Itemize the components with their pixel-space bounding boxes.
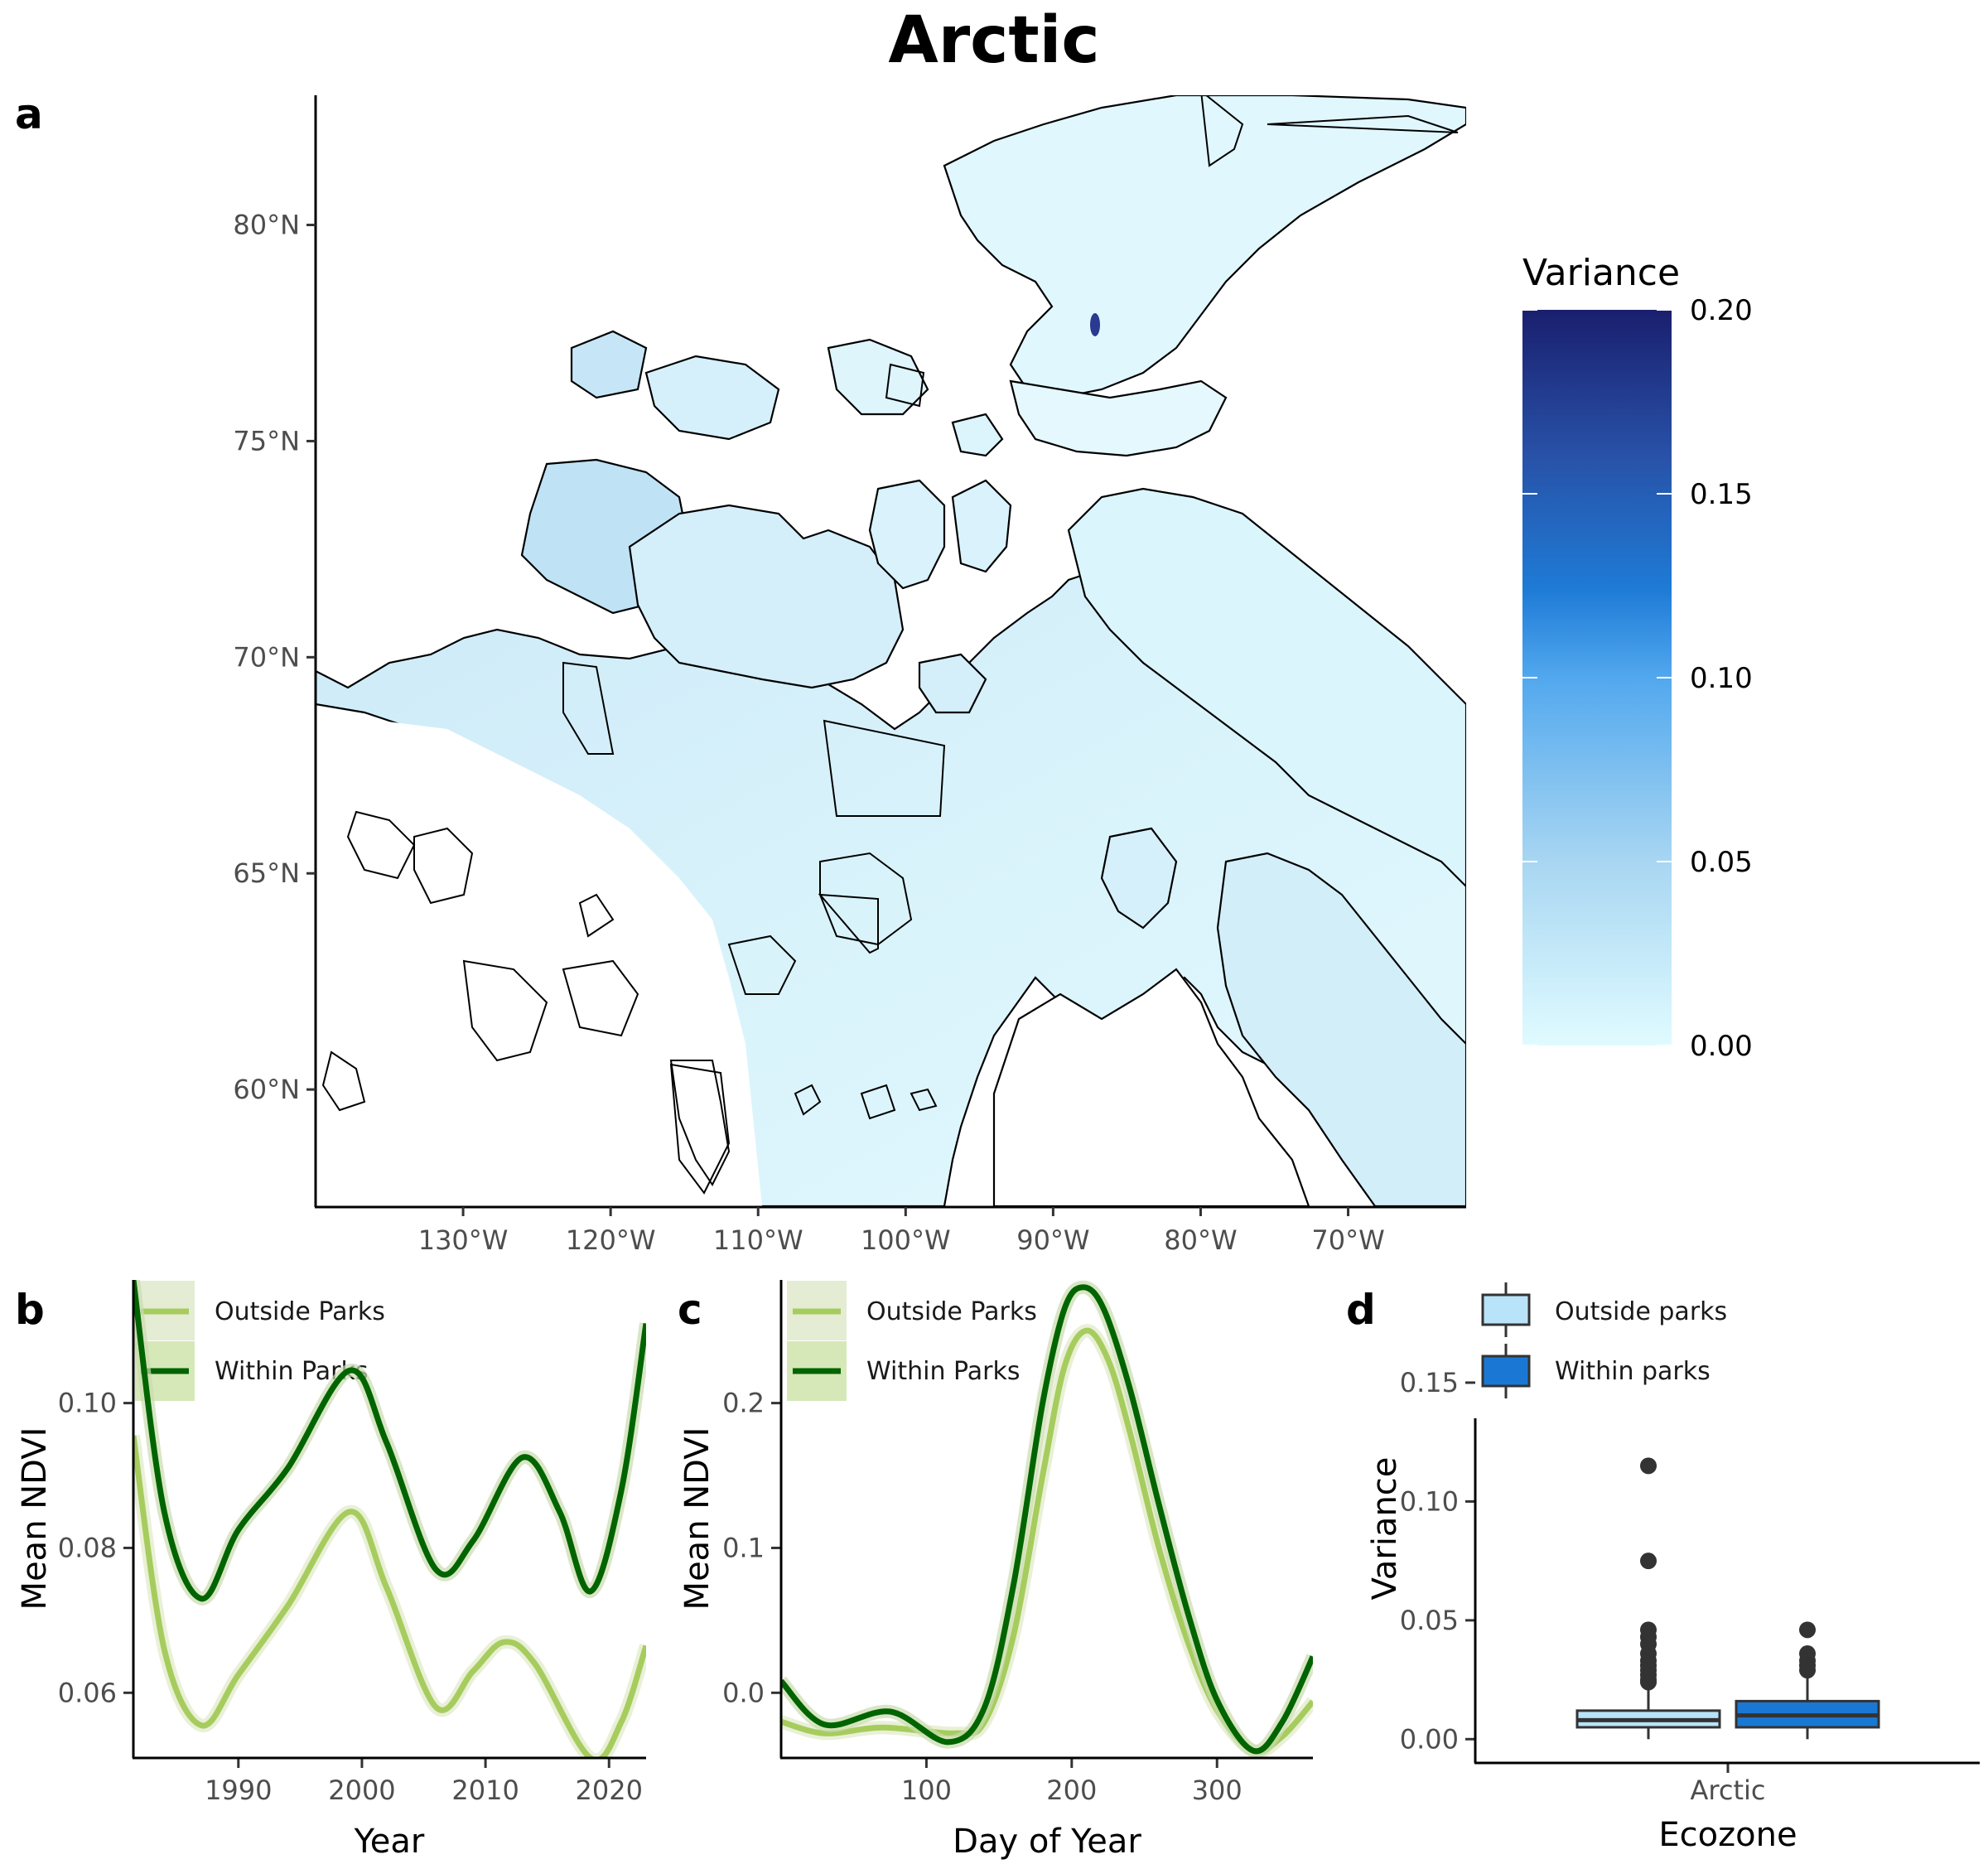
- cornwallis-island: [951, 413, 1004, 457]
- legend-d-within-swatch: [1481, 1355, 1531, 1388]
- map-y-tick-label: 70°N: [233, 641, 300, 673]
- box-outside-outlier: [1640, 1457, 1657, 1475]
- colorbar-ticks: 0.00 0.05 0.10 0.15 0.20: [1522, 294, 1753, 1063]
- panel-label-a: a: [15, 90, 43, 138]
- map-y-tick-label: 65°N: [233, 857, 300, 889]
- colorbar-tick-label: 0.20: [1690, 294, 1753, 327]
- map-y-tick-label: 60°N: [233, 1074, 300, 1105]
- panel-b-ribbon-within: [133, 1280, 646, 1606]
- panel-a-map: 130°W 120°W 110°W 100°W 90°W 80°W 70°W 60°N 65°…: [233, 95, 1753, 1256]
- panel-b-y-label: Mean NDVI: [16, 1427, 54, 1610]
- panel-d-y-tick-label: 0.00: [1400, 1723, 1459, 1755]
- legend-d-outside-label: Outside parks: [1555, 1297, 1727, 1326]
- colorbar-title: Variance: [1522, 252, 1680, 294]
- box-outside-outlier: [1640, 1673, 1657, 1691]
- legend-b-outside-label: Outside Parks: [215, 1297, 385, 1326]
- panel-d-y-tick-label: 0.15: [1400, 1367, 1459, 1398]
- map-x-tick-label: 90°W: [1016, 1224, 1089, 1256]
- hudson-bay: [992, 968, 1310, 1206]
- high-variance-spot: [1090, 313, 1100, 336]
- panel-c-x-tick-label: 200: [1046, 1775, 1097, 1806]
- victoria-island: [628, 504, 905, 689]
- legend-d-within-label: Within parks: [1555, 1357, 1711, 1386]
- legend-c-within-label: Within Parks: [866, 1357, 1020, 1386]
- panel-d-y-label: Variance: [1366, 1457, 1404, 1601]
- colorbar: [1522, 310, 1672, 1045]
- panel-d-category-tick: Arctic: [1691, 1775, 1766, 1806]
- colorbar-tick-label: 0.05: [1690, 846, 1753, 879]
- panel-b-x-tick-label: 2010: [451, 1775, 519, 1806]
- prince-of-wales-island: [868, 479, 946, 590]
- panel-d-boxplot: Outside parks Within parks 0.000.050.100…: [1366, 1282, 1980, 1854]
- box-outside-outlier: [1640, 1553, 1657, 1570]
- map-x-ticks: 130°W 120°W 110°W 100°W 90°W 80°W 70°W: [418, 1207, 1385, 1256]
- panel-b-y-tick-label: 0.10: [58, 1388, 117, 1419]
- panel-d-plot: 0.00 0.05 0.10 0.15: [1400, 1367, 1880, 1773]
- bathurst-island: [827, 338, 929, 416]
- panel-b-x-tick-label: 2020: [576, 1775, 643, 1806]
- panel-c-y-tick-label: 0.2: [722, 1388, 765, 1419]
- panel-b-x-tick-label: 1990: [205, 1775, 272, 1806]
- map-x-tick-label: 80°W: [1164, 1224, 1237, 1256]
- baffin-island: [1067, 487, 1466, 888]
- map-x-tick-label: 110°W: [713, 1224, 803, 1256]
- melville-island: [644, 355, 780, 441]
- panel-c-x-label: Day of Year: [953, 1823, 1141, 1861]
- colorbar-tick-label: 0.10: [1690, 662, 1753, 695]
- panel-b-line-outside-parks: [133, 1435, 646, 1758]
- panel-b-year-chart: Outside Parks Within Parks 1990 2000 2010 2…: [16, 1280, 646, 1861]
- box-within-outlier: [1799, 1621, 1816, 1639]
- map-y-tick-label: 80°N: [233, 210, 300, 241]
- prince-patrick-island: [570, 330, 648, 399]
- park-boundaries: [562, 95, 1459, 1195]
- devon-island: [1009, 379, 1228, 457]
- map-x-tick-label: 120°W: [566, 1224, 656, 1256]
- box-within-outlier: [1799, 1662, 1816, 1679]
- legend-d-outside-swatch: [1481, 1293, 1531, 1326]
- panel-c-y-tick-label: 0.0: [722, 1677, 765, 1708]
- ungava-peninsula: [1216, 852, 1466, 1206]
- no-data-region: [316, 721, 762, 1206]
- figure-title: Arctic: [888, 3, 1099, 78]
- panel-c-ribbon-within: [781, 1280, 1313, 1758]
- panel-b-x-tick-label: 2000: [328, 1775, 395, 1806]
- map-y-tick-label: 75°N: [233, 425, 300, 456]
- somerset-island: [951, 479, 1012, 573]
- panel-label-d: d: [1346, 1286, 1376, 1334]
- panel-c-x-tick-label: 100: [901, 1775, 952, 1806]
- panel-c-line-within-parks: [781, 1284, 1313, 1755]
- panel-b-plot: 1990 2000 2010 2020 0.06 0.08 0.10: [58, 1280, 646, 1806]
- panel-d-x-label: Ecozone: [1658, 1816, 1797, 1854]
- panel-c-doy-chart: Outside Parks Within Parks 100 200 300 0.0 0…: [678, 1280, 1313, 1861]
- colorbar-tick-label: 0.00: [1690, 1030, 1753, 1063]
- king-william-island: [918, 653, 987, 714]
- map-y-ticks: 60°N 65°N 70°N 75°N 80°N: [233, 210, 316, 1105]
- legend-c-outside-label: Outside Parks: [866, 1297, 1037, 1326]
- panel-d-y-tick-label: 0.10: [1400, 1485, 1459, 1517]
- panel-label-b: b: [15, 1286, 45, 1334]
- map-x-tick-label: 100°W: [861, 1224, 951, 1256]
- panel-b-y-tick-label: 0.06: [58, 1677, 117, 1708]
- panel-c-x-tick-label: 300: [1192, 1775, 1242, 1806]
- panel-c-y-label: Mean NDVI: [678, 1427, 717, 1610]
- map-x-tick-label: 130°W: [418, 1224, 509, 1256]
- arctic-islands: [520, 95, 1466, 1206]
- ellesmere-island: [943, 95, 1466, 399]
- panel-b-x-label: Year: [354, 1823, 425, 1861]
- map-x-tick-label: 70°W: [1311, 1224, 1384, 1256]
- southampton-island: [1100, 827, 1178, 930]
- panel-b-y-tick-label: 0.08: [58, 1532, 117, 1563]
- panel-d-y-tick-label: 0.05: [1400, 1605, 1459, 1636]
- south-lakes: [321, 810, 938, 1186]
- panel-c-y-tick-label: 0.1: [722, 1532, 765, 1563]
- colorbar-tick-label: 0.15: [1690, 478, 1753, 511]
- panel-label-c: c: [678, 1286, 702, 1334]
- map-area: [316, 95, 1466, 1206]
- panel-b-line-within-parks: [133, 1280, 646, 1602]
- panel-c-plot: 100 200 300 0.0 0.1 0.2: [722, 1280, 1313, 1806]
